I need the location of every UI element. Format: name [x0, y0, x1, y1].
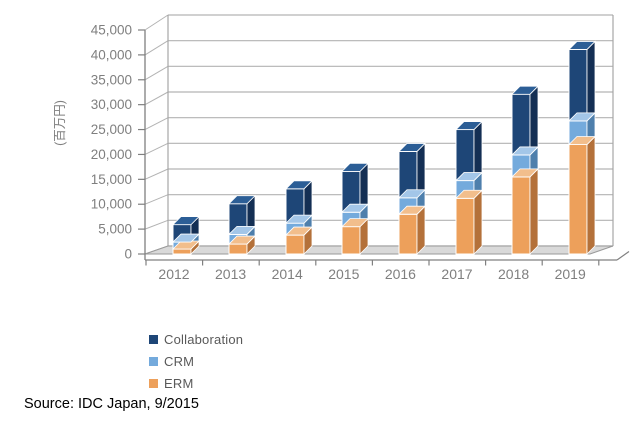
bar-top-crm-2015 — [341, 203, 369, 213]
gridline-connector — [144, 14, 169, 31]
bar-segment-erm-2013 — [228, 243, 248, 255]
x-category-label: 2018 — [498, 266, 529, 282]
y-tick-label: 10,000 — [91, 197, 132, 212]
bar-segment-erm-2012 — [172, 248, 192, 255]
x-axis-depth-edge — [616, 251, 630, 261]
bar-segment-erm-2016 — [398, 213, 418, 255]
x-category-label: 2014 — [272, 266, 303, 282]
bar-segment-collaboration-2018 — [511, 93, 531, 156]
x-category-label: 2015 — [328, 266, 359, 282]
legend-label: ERM — [164, 375, 194, 391]
bar-top-erm-2012 — [172, 240, 200, 250]
bar-top-crm-2019 — [568, 112, 596, 122]
y-tick-label: 35,000 — [91, 72, 132, 87]
y-tick-label: 15,000 — [91, 172, 132, 187]
y-tick-label: 30,000 — [91, 97, 132, 112]
bar-top-collaboration-2017 — [455, 121, 483, 130]
bar-segment-erm-2015 — [341, 226, 361, 255]
legend-label: Collaboration — [164, 331, 244, 347]
bar-top-erm-2014 — [285, 226, 313, 236]
gridline-connector — [144, 219, 169, 230]
bar-top-crm-2018 — [511, 146, 539, 156]
bar-top-crm-2014 — [285, 214, 313, 224]
gridline-connector — [144, 194, 169, 205]
gridline-connector — [144, 91, 169, 106]
legend-swatch-icon — [149, 356, 158, 366]
bar-top-collaboration-2014 — [285, 180, 313, 190]
chart-floor — [144, 245, 614, 255]
x-category-label: 2019 — [555, 266, 586, 282]
bar-top-erm-2019 — [568, 136, 596, 145]
y-tick-label: 40,000 — [91, 47, 132, 62]
bar-segment-erm-2014 — [285, 234, 305, 255]
gridline-connector — [144, 142, 169, 155]
gridline-connector — [144, 168, 169, 180]
legend-item-crm: CRM — [149, 350, 243, 372]
bar-top-erm-2017 — [455, 189, 483, 199]
y-tick-label: 25,000 — [91, 122, 132, 137]
bar-segment-erm-2019 — [568, 143, 588, 255]
bar-segment-collaboration-2019 — [568, 48, 588, 122]
y-tick-label: 5,000 — [98, 222, 132, 237]
bar-side-collaboration-2019 — [586, 40, 596, 122]
bar-side-erm-2017 — [473, 189, 483, 255]
bar-top-erm-2016 — [398, 205, 426, 215]
x-category-label: 2016 — [385, 266, 416, 282]
bar-top-collaboration-2018 — [511, 85, 539, 95]
x-category-label: 2013 — [215, 266, 246, 282]
gridline-connector — [144, 40, 169, 56]
bar-side-collaboration-2017 — [473, 120, 483, 182]
bar-segment-erm-2017 — [455, 197, 475, 255]
bar-top-crm-2013 — [228, 225, 256, 235]
bar-top-erm-2013 — [228, 235, 256, 245]
bar-top-collaboration-2012 — [172, 216, 200, 226]
bar-side-erm-2018 — [529, 167, 539, 255]
legend-item-erm: ERM — [149, 372, 243, 394]
x-category-label: 2017 — [441, 266, 472, 282]
gridline-connector — [144, 65, 169, 81]
y-tick-label: 20,000 — [91, 147, 132, 162]
legend-swatch-icon — [149, 334, 158, 344]
bar-top-collaboration-2013 — [228, 195, 256, 205]
bar-side-erm-2019 — [586, 135, 596, 255]
bar-top-erm-2015 — [341, 218, 369, 228]
y-tick-label: 45,000 — [91, 23, 132, 38]
bar-top-collaboration-2016 — [398, 143, 426, 152]
y-axis-title: (百万円) — [53, 100, 67, 146]
legend-swatch-icon — [149, 378, 158, 388]
bar-top-collaboration-2015 — [341, 162, 369, 172]
source-caption: Source: IDC Japan, 9/2015 — [24, 396, 199, 412]
legend-item-collaboration: Collaboration — [149, 328, 243, 350]
bar-segment-erm-2018 — [511, 176, 531, 255]
bar-top-crm-2017 — [455, 172, 483, 181]
bar-top-crm-2012 — [172, 233, 200, 243]
bar-side-collaboration-2018 — [529, 85, 539, 156]
bar-top-crm-2016 — [398, 189, 426, 199]
x-category-label: 2012 — [158, 266, 189, 282]
gridline-connector — [144, 117, 169, 130]
legend-label: CRM — [164, 353, 195, 369]
y-tick-label: 0 — [124, 247, 132, 262]
chart-legend: Collaboration CRM ERM — [149, 328, 243, 394]
bar-top-erm-2018 — [511, 168, 539, 178]
bar-top-collaboration-2019 — [568, 41, 596, 50]
